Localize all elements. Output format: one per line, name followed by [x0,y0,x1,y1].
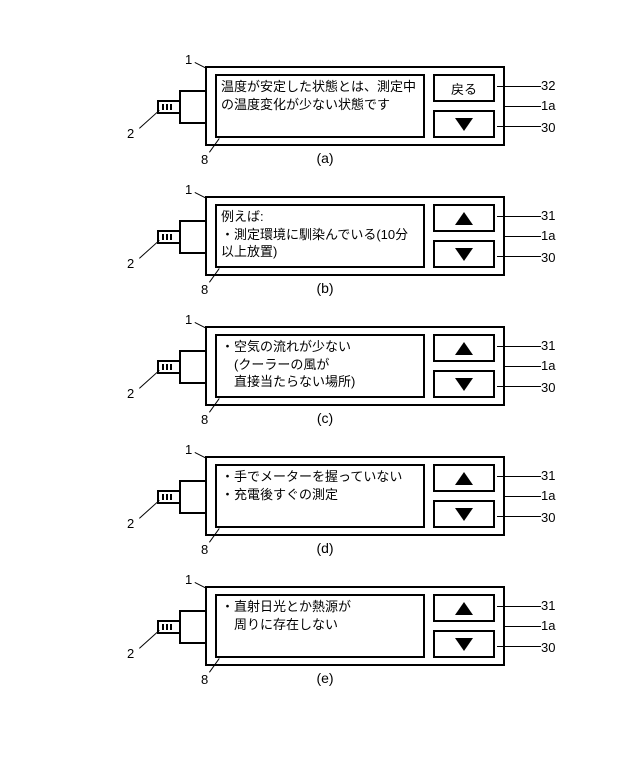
probe-tip [157,360,181,374]
panel-sublabel: (d) [145,540,505,556]
display-screen: ・空気の流れが少ない (クーラーの風が 直接当たらない場所) [215,334,425,398]
chevron-down-icon [455,248,473,261]
lead-line [497,256,541,257]
lead-line [497,86,541,87]
lead-line [497,646,541,647]
callout-8: 8 [201,672,208,687]
device: ・手でメーターを握っていない ・充電後すぐの測定 [145,456,505,536]
down-button[interactable] [433,630,495,658]
callout-8: 8 [201,282,208,297]
callout-bot-btn: 30 [541,120,555,135]
chevron-up-icon [455,602,473,615]
callout-top-btn: 31 [541,468,555,483]
callout-2: 2 [127,126,134,141]
callout-top-btn: 31 [541,338,555,353]
device: ・空気の流れが少ない (クーラーの風が 直接当たらない場所) [145,326,505,406]
chevron-up-icon [455,212,473,225]
probe-base [179,610,207,644]
lead-line [503,626,541,627]
probe-tip [157,620,181,634]
callout-top-btn: 31 [541,208,555,223]
panel-a: 温度が安定した状態とは、測定中の温度変化が少ない状態です戻る(a) [145,66,505,146]
device: ・直射日光とか熱源が 周りに存在しない [145,586,505,666]
callout-1: 1 [185,182,192,197]
chevron-up-icon [455,342,473,355]
panel-e: ・直射日光とか熱源が 周りに存在しない(e) [145,586,505,666]
probe-base [179,220,207,254]
up-button[interactable] [433,464,495,492]
callout-1: 1 [185,52,192,67]
up-button[interactable] [433,204,495,232]
chevron-down-icon [455,638,473,651]
lead-line [503,496,541,497]
panel-sublabel: (b) [145,280,505,296]
callout-1a: 1a [541,358,555,373]
callout-bot-btn: 30 [541,510,555,525]
lead-line [497,386,541,387]
down-button[interactable] [433,500,495,528]
callout-2: 2 [127,386,134,401]
down-button[interactable] [433,370,495,398]
probe-tip [157,100,181,114]
lead-line [503,366,541,367]
up-button[interactable] [433,594,495,622]
panel-c: ・空気の流れが少ない (クーラーの風が 直接当たらない場所)(c) [145,326,505,406]
callout-8: 8 [201,542,208,557]
chevron-down-icon [455,378,473,391]
callout-1a: 1a [541,98,555,113]
panel-sublabel: (e) [145,670,505,686]
lead-line [497,476,541,477]
device: 温度が安定した状態とは、測定中の温度変化が少ない状態です戻る [145,66,505,146]
lead-line [497,346,541,347]
probe-base [179,90,207,124]
chevron-down-icon [455,118,473,131]
down-button[interactable] [433,240,495,268]
callout-bot-btn: 30 [541,640,555,655]
device: 例えば: ・測定環境に馴染んでいる(10分以上放置) [145,196,505,276]
display-screen: 例えば: ・測定環境に馴染んでいる(10分以上放置) [215,204,425,268]
lead-line [497,606,541,607]
display-screen: 温度が安定した状態とは、測定中の温度変化が少ない状態です [215,74,425,138]
callout-1: 1 [185,572,192,587]
callout-1a: 1a [541,228,555,243]
panel-b: 例えば: ・測定環境に馴染んでいる(10分以上放置)(b) [145,196,505,276]
callout-2: 2 [127,516,134,531]
panel-sublabel: (c) [145,410,505,426]
lead-line [497,516,541,517]
lead-line [497,126,541,127]
callout-1a: 1a [541,618,555,633]
chevron-up-icon [455,472,473,485]
callout-1: 1 [185,442,192,457]
callout-2: 2 [127,646,134,661]
lead-line [503,106,541,107]
panel-sublabel: (a) [145,150,505,166]
down-button[interactable] [433,110,495,138]
callout-1a: 1a [541,488,555,503]
panel-d: ・手でメーターを握っていない ・充電後すぐの測定(d) [145,456,505,536]
back-button[interactable]: 戻る [433,74,495,102]
figure-page: 温度が安定した状態とは、測定中の温度変化が少ない状態です戻る(a)128321a… [0,0,640,778]
callout-8: 8 [201,412,208,427]
callout-bot-btn: 30 [541,250,555,265]
lead-line [503,236,541,237]
display-screen: ・直射日光とか熱源が 周りに存在しない [215,594,425,658]
callout-top-btn: 32 [541,78,555,93]
probe-base [179,350,207,384]
chevron-down-icon [455,508,473,521]
callout-bot-btn: 30 [541,380,555,395]
probe-tip [157,230,181,244]
probe-tip [157,490,181,504]
probe-base [179,480,207,514]
up-button[interactable] [433,334,495,362]
callout-2: 2 [127,256,134,271]
display-screen: ・手でメーターを握っていない ・充電後すぐの測定 [215,464,425,528]
lead-line [497,216,541,217]
callout-1: 1 [185,312,192,327]
callout-top-btn: 31 [541,598,555,613]
callout-8: 8 [201,152,208,167]
